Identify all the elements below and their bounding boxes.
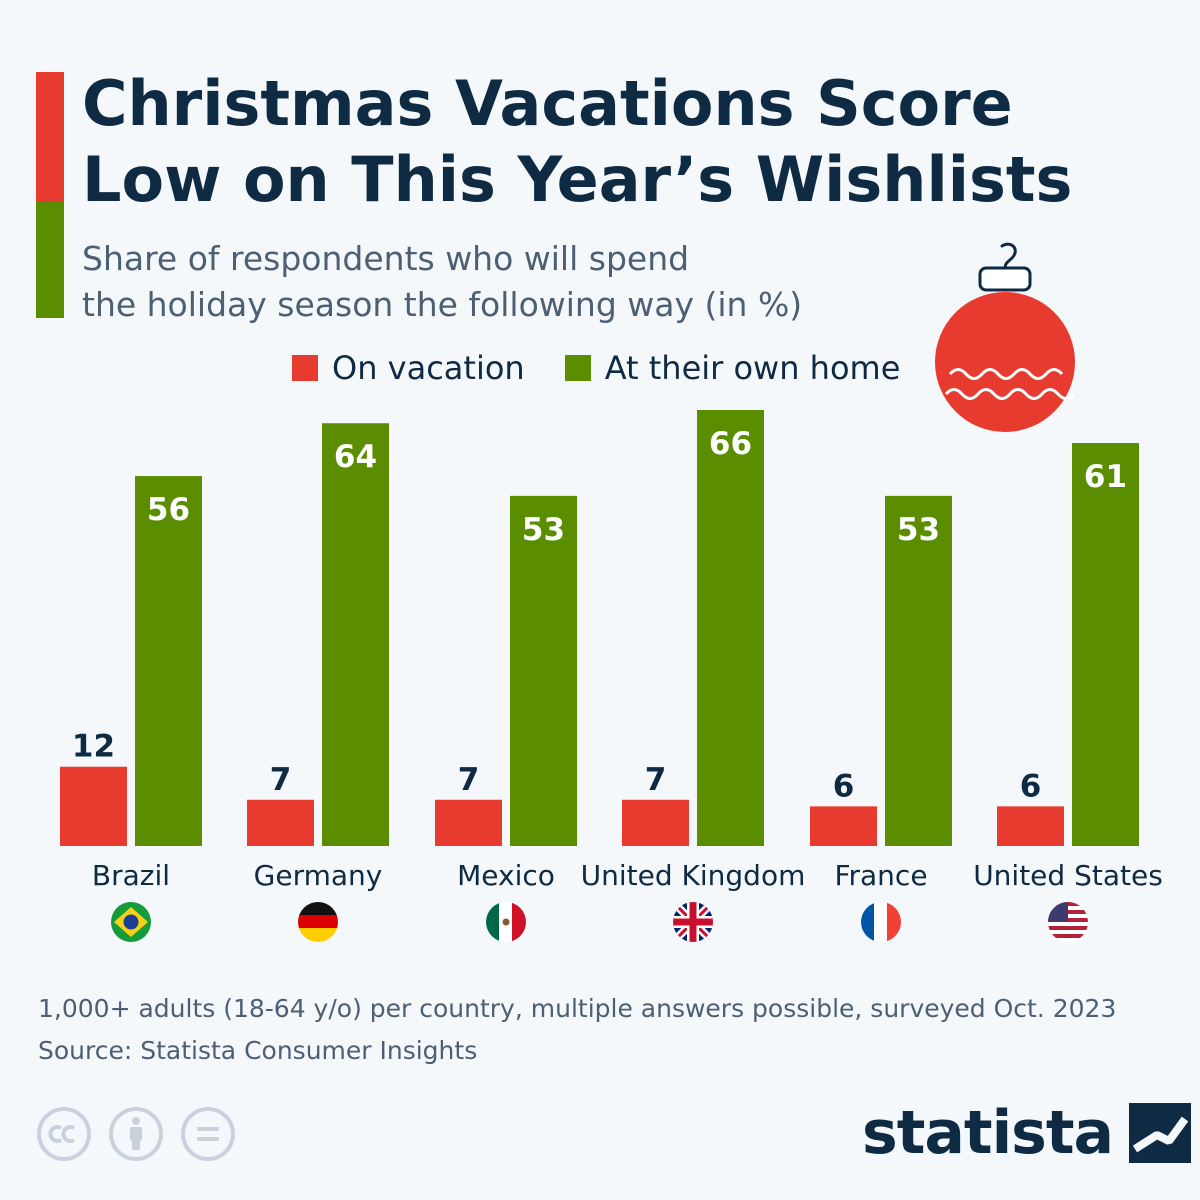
bar-brazil-vacation bbox=[60, 766, 127, 846]
bar-brazil-home bbox=[135, 476, 202, 846]
data-label-germany-vacation: 7 bbox=[270, 762, 292, 798]
source-note: Source: Statista Consumer Insights bbox=[38, 1036, 478, 1065]
bar-mexico-home bbox=[510, 495, 577, 846]
bar-united-states-home bbox=[1072, 443, 1139, 846]
data-label-brazil-vacation: 12 bbox=[72, 729, 115, 765]
bar-france-vacation bbox=[810, 806, 877, 846]
accent-bar-green bbox=[36, 202, 64, 318]
creative-commons-icon[interactable] bbox=[36, 1106, 92, 1162]
bar-france-home bbox=[885, 495, 952, 846]
legend-label-vacation: On vacation bbox=[332, 349, 525, 387]
bar-germany-home bbox=[322, 423, 389, 846]
data-label-france-vacation: 6 bbox=[833, 768, 855, 804]
chart-title-line-1: Christmas Vacations Score bbox=[82, 67, 1013, 140]
legend-item-vacation: On vacation bbox=[292, 349, 525, 387]
bar-united-states-vacation bbox=[997, 806, 1064, 846]
category-label-mexico: Mexico bbox=[457, 859, 555, 892]
data-label-mexico-vacation: 7 bbox=[458, 762, 480, 798]
chart-subtitle: Share of respondents who will spend the … bbox=[82, 236, 902, 328]
no-derivatives-icon[interactable] bbox=[180, 1106, 236, 1162]
data-label-united-kingdom-home: 66 bbox=[709, 426, 752, 462]
brazil-flag-icon bbox=[111, 902, 151, 942]
legend-swatch-home bbox=[564, 355, 591, 381]
category-label-united-kingdom: United Kingdom bbox=[581, 859, 806, 892]
data-label-germany-home: 64 bbox=[334, 439, 377, 475]
legend-label-home: At their own home bbox=[604, 349, 901, 387]
statista-logo-icon bbox=[1129, 1103, 1192, 1163]
france-flag-icon bbox=[861, 902, 901, 942]
data-label-brazil-home: 56 bbox=[147, 492, 190, 528]
mexico-flag-icon bbox=[486, 902, 526, 942]
data-label-mexico-home: 53 bbox=[522, 512, 565, 548]
category-label-germany: Germany bbox=[254, 859, 383, 892]
chart-title-line-2: Low on This Year’s Wishlists bbox=[82, 143, 1073, 216]
license-icons bbox=[36, 1106, 252, 1162]
chart-title: Christmas Vacations Score Low on This Ye… bbox=[82, 66, 1082, 218]
category-label-brazil: Brazil bbox=[92, 859, 170, 892]
attribution-icon[interactable] bbox=[108, 1106, 164, 1162]
chart-legend: On vacation At their own home bbox=[292, 348, 940, 388]
legend-item-home: At their own home bbox=[564, 349, 901, 387]
bar-united-kingdom-home bbox=[697, 410, 764, 846]
chart-subtitle-line-1: Share of respondents who will spend bbox=[82, 239, 690, 278]
category-label-united-states: United States bbox=[973, 859, 1163, 892]
bar-united-kingdom-vacation bbox=[622, 799, 689, 846]
christmas-ornament-icon bbox=[935, 242, 1076, 432]
data-label-united-states-vacation: 6 bbox=[1020, 768, 1042, 804]
uk-flag-icon bbox=[673, 902, 713, 942]
data-label-united-states-home: 61 bbox=[1084, 459, 1127, 495]
survey-note: 1,000+ adults (18-64 y/o) per country, m… bbox=[38, 994, 1117, 1023]
statista-logo[interactable]: statista bbox=[862, 1098, 1192, 1168]
data-label-united-kingdom-vacation: 7 bbox=[645, 762, 667, 798]
statista-wordmark: statista bbox=[862, 1098, 1114, 1168]
usa-flag-icon bbox=[1048, 902, 1088, 942]
accent-bar-red bbox=[36, 72, 64, 202]
germany-flag-icon bbox=[298, 902, 338, 942]
legend-swatch-vacation bbox=[292, 355, 318, 381]
category-label-france: France bbox=[834, 859, 927, 892]
chart-subtitle-line-2: the holiday season the following way (in… bbox=[82, 285, 803, 324]
bar-germany-vacation bbox=[247, 799, 314, 846]
footnote: 1,000+ adults (18-64 y/o) per country, m… bbox=[38, 988, 1178, 1072]
data-label-france-home: 53 bbox=[897, 512, 940, 548]
bar-mexico-vacation bbox=[435, 799, 502, 846]
